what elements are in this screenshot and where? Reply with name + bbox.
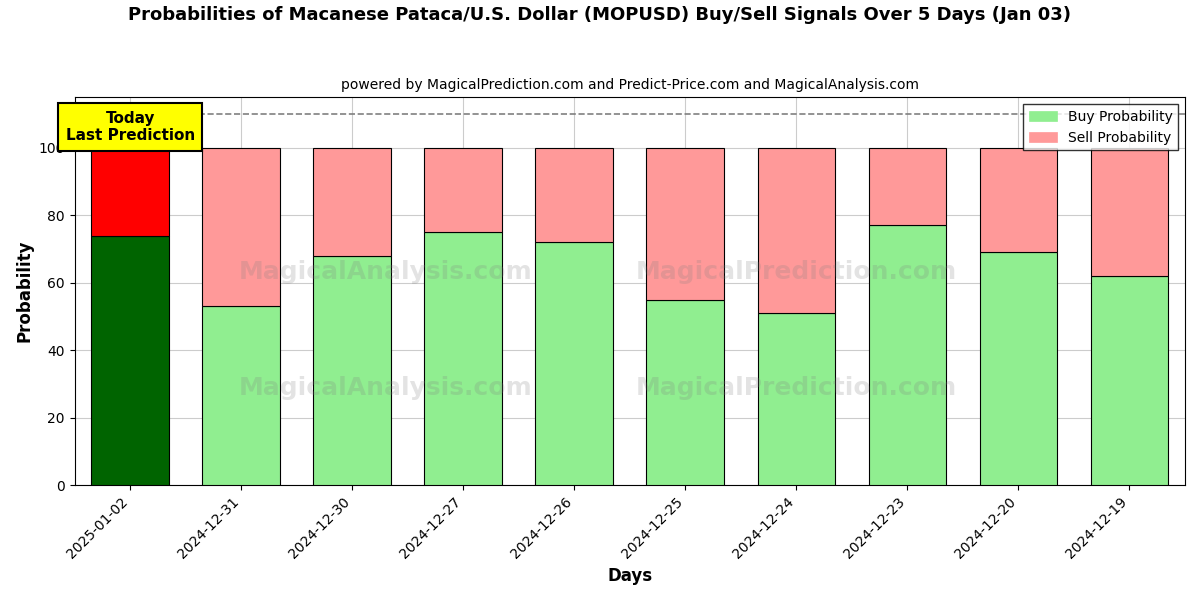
Bar — [535, 242, 613, 485]
Bar — [203, 148, 280, 307]
Bar — [203, 307, 280, 485]
Bar — [313, 256, 391, 485]
Bar — [757, 148, 835, 313]
Bar — [535, 148, 613, 242]
Title: powered by MagicalPrediction.com and Predict-Price.com and MagicalAnalysis.com: powered by MagicalPrediction.com and Pre… — [341, 78, 919, 92]
Bar — [1091, 276, 1169, 485]
Bar — [313, 148, 391, 256]
Bar — [979, 253, 1057, 485]
Text: MagicalAnalysis.com: MagicalAnalysis.com — [239, 376, 533, 400]
Bar — [647, 148, 725, 299]
Bar — [979, 148, 1057, 253]
Text: Probabilities of Macanese Pataca/U.S. Dollar (MOPUSD) Buy/Sell Signals Over 5 Da: Probabilities of Macanese Pataca/U.S. Do… — [128, 6, 1072, 24]
Bar — [91, 148, 169, 236]
Text: MagicalAnalysis.com: MagicalAnalysis.com — [239, 260, 533, 284]
Bar — [425, 232, 502, 485]
Legend: Buy Probability, Sell Probability: Buy Probability, Sell Probability — [1024, 104, 1178, 151]
Bar — [1091, 148, 1169, 276]
Text: Today
Last Prediction: Today Last Prediction — [66, 111, 194, 143]
Bar — [869, 226, 947, 485]
Bar — [757, 313, 835, 485]
Bar — [647, 299, 725, 485]
Text: MagicalPrediction.com: MagicalPrediction.com — [636, 376, 958, 400]
Bar — [869, 148, 947, 226]
Y-axis label: Probability: Probability — [16, 240, 34, 343]
Bar — [91, 236, 169, 485]
Text: MagicalPrediction.com: MagicalPrediction.com — [636, 260, 958, 284]
Bar — [425, 148, 502, 232]
X-axis label: Days: Days — [607, 567, 653, 585]
